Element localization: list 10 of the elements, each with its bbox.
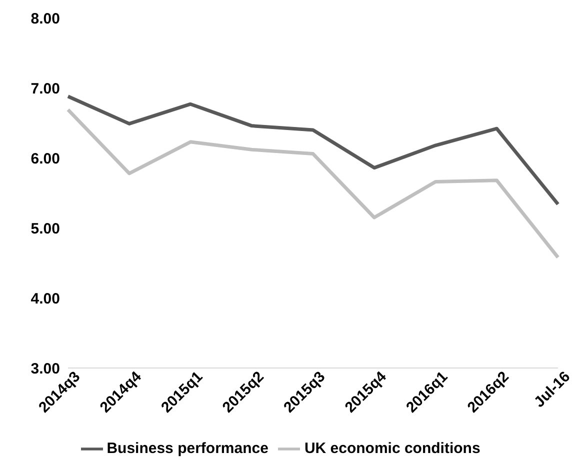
y-tick-label: 6.00 [30,150,60,168]
y-tick-label: 8.00 [30,10,60,28]
line-series [66,108,560,260]
y-tick-label: 7.00 [30,80,60,98]
line-series [66,94,560,206]
y-tick-label: 4.00 [30,290,60,308]
y-tick-label: 3.00 [30,360,60,378]
y-tick-label: 5.00 [30,220,60,238]
legend-label: Business performance [106,440,268,457]
legend-label: UK economic conditions [304,440,480,457]
